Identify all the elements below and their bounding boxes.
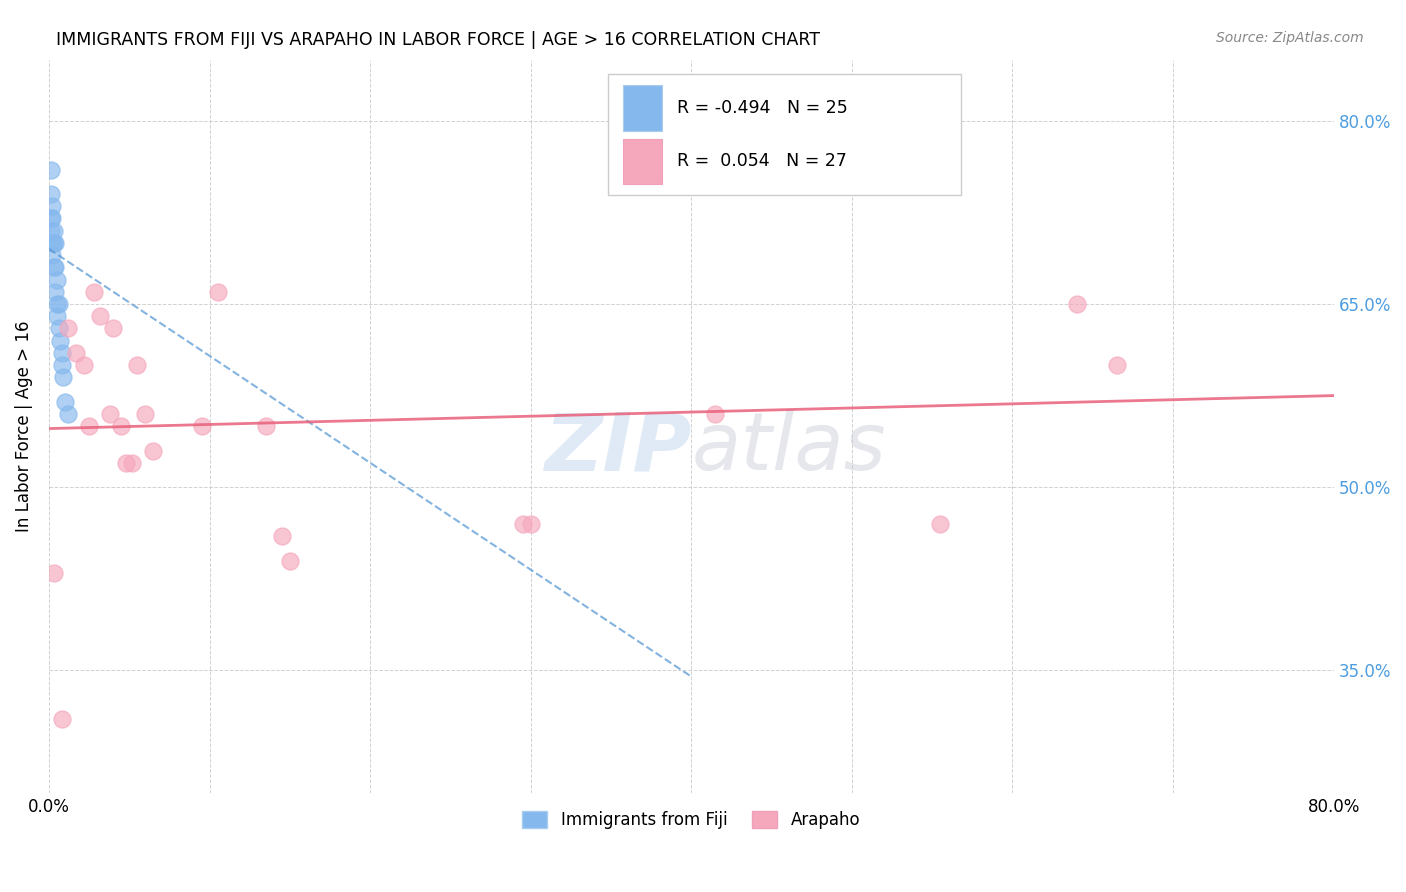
Point	[52, 370, 75, 384]
Point	[41, 199, 63, 213]
Point	[83, 285, 105, 299]
Point	[190, 419, 212, 434]
Legend: Immigrants from Fiji, Arapaho: Immigrants from Fiji, Arapaho	[516, 804, 868, 836]
Point	[121, 456, 143, 470]
Point	[512, 516, 534, 531]
Point	[39, 211, 62, 226]
Point	[1105, 358, 1128, 372]
Point	[127, 358, 149, 372]
Point	[77, 419, 100, 434]
Point	[42, 260, 65, 275]
Point	[103, 321, 125, 335]
Point	[142, 443, 165, 458]
Point	[46, 272, 69, 286]
Point	[254, 419, 277, 434]
Point	[42, 224, 65, 238]
Point	[46, 297, 69, 311]
Point	[41, 235, 63, 250]
Point	[44, 235, 66, 250]
Text: ZIP: ZIP	[544, 409, 692, 487]
Point	[48, 297, 70, 311]
Point	[58, 407, 80, 421]
Point	[519, 516, 541, 531]
Text: Source: ZipAtlas.com: Source: ZipAtlas.com	[1216, 31, 1364, 45]
Point	[44, 260, 66, 275]
Point	[39, 186, 62, 201]
Point	[134, 407, 156, 421]
Point	[1066, 297, 1088, 311]
Point	[41, 248, 63, 262]
Text: IMMIGRANTS FROM FIJI VS ARAPAHO IN LABOR FORCE | AGE > 16 CORRELATION CHART: IMMIGRANTS FROM FIJI VS ARAPAHO IN LABOR…	[56, 31, 820, 49]
Point	[65, 346, 87, 360]
Point	[51, 712, 73, 726]
Point	[53, 394, 76, 409]
Point	[110, 419, 132, 434]
Point	[207, 285, 229, 299]
Point	[39, 162, 62, 177]
Point	[270, 529, 292, 543]
Point	[89, 309, 111, 323]
Point	[929, 516, 952, 531]
Text: R =  0.054   N = 27: R = 0.054 N = 27	[678, 153, 846, 170]
Point	[278, 553, 301, 567]
Bar	[623, 138, 662, 184]
Text: R = -0.494   N = 25: R = -0.494 N = 25	[678, 99, 848, 117]
Point	[115, 456, 138, 470]
Point	[51, 346, 73, 360]
Point	[704, 407, 727, 421]
Y-axis label: In Labor Force | Age > 16: In Labor Force | Age > 16	[15, 320, 32, 532]
Point	[39, 224, 62, 238]
Point	[58, 321, 80, 335]
Point	[46, 309, 69, 323]
Point	[73, 358, 96, 372]
Point	[42, 235, 65, 250]
Point	[44, 285, 66, 299]
Bar	[607, 74, 962, 195]
Point	[42, 566, 65, 580]
Point	[48, 321, 70, 335]
Point	[51, 358, 73, 372]
Point	[41, 211, 63, 226]
Bar	[623, 86, 662, 131]
Point	[98, 407, 121, 421]
Text: atlas: atlas	[692, 409, 886, 487]
Point	[49, 334, 72, 348]
